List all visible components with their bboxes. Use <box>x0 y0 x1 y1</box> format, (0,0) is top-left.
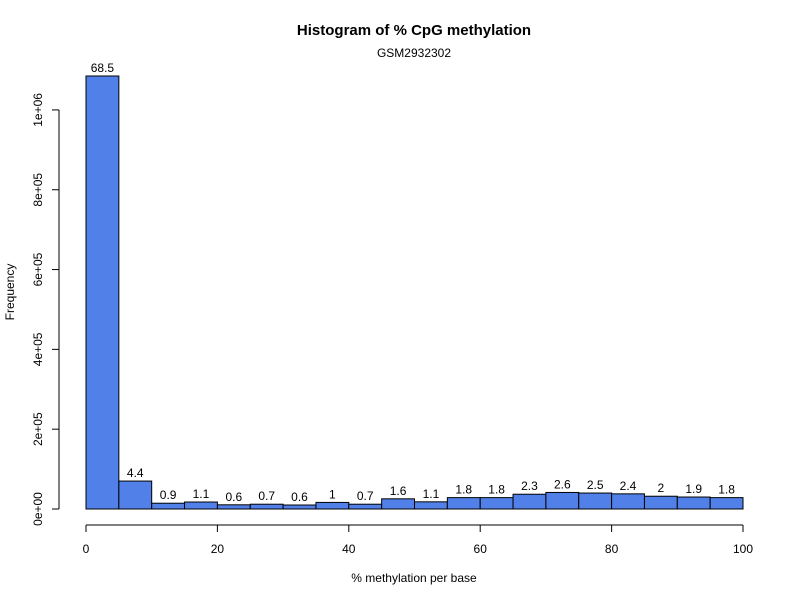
bar-percent-label: 1.1 <box>423 487 440 501</box>
bar-percent-label: 0.6 <box>225 490 242 504</box>
histogram-bar <box>643 495 678 510</box>
bar-percent-label: 4.4 <box>127 466 144 480</box>
bar-percent-label: 1.9 <box>685 482 702 496</box>
bar-percent-label: 2 <box>658 481 665 495</box>
histogram-bar <box>709 497 744 510</box>
bar-percent-label: 1.8 <box>718 483 735 497</box>
x-axis-label: % methylation per base <box>351 571 477 585</box>
y-tick-label: 1e+06 <box>31 93 45 127</box>
bar-percent-label: 0.7 <box>357 489 374 503</box>
bar-percent-label: 2.6 <box>554 477 571 491</box>
y-axis-label: Frequency <box>3 264 17 321</box>
y-tick-label: 8e+05 <box>31 173 45 207</box>
chart-title: Histogram of % CpG methylation <box>297 22 531 39</box>
x-axis: 0 20 40 60 80 100 <box>83 524 753 556</box>
bar-percent-label: 2.5 <box>587 478 604 492</box>
histogram-bar <box>315 501 350 510</box>
bar-percent-label: 1.1 <box>193 487 210 501</box>
histogram-bar <box>118 480 153 510</box>
histogram-bar <box>216 504 251 510</box>
chart-subtitle: GSM2932302 <box>377 46 451 60</box>
histogram-bar <box>512 493 547 510</box>
y-tick-label: 4e+05 <box>31 332 45 366</box>
bar-percent-label: 0.7 <box>258 489 275 503</box>
histogram-bar <box>348 503 383 510</box>
bar-percent-label: 2.3 <box>521 479 538 493</box>
bar-percent-label: 0.6 <box>291 490 308 504</box>
histogram-bar <box>611 493 645 510</box>
x-tick-label: 0 <box>83 542 90 556</box>
bar-percent-label: 1 <box>329 487 336 501</box>
histogram-bar <box>479 497 514 510</box>
histogram-bar <box>85 75 120 510</box>
histogram-bar <box>414 501 448 510</box>
x-tick-label: 80 <box>605 542 619 556</box>
histogram-bar <box>676 496 711 510</box>
y-tick-label: 0e+00 <box>31 492 45 526</box>
x-tick-label: 100 <box>733 542 753 556</box>
histogram-bar <box>578 492 613 510</box>
bar-percent-label: 1.8 <box>455 483 472 497</box>
x-tick-label: 40 <box>342 542 356 556</box>
histogram-bar <box>446 497 481 510</box>
x-tick-label: 20 <box>211 542 225 556</box>
y-tick-label: 2e+05 <box>31 412 45 446</box>
bar-percent-label: 1.6 <box>390 484 407 498</box>
bar-percent-label: 1.8 <box>488 483 505 497</box>
x-tick-label: 60 <box>474 542 488 556</box>
bar-labels-group: 68.5 4.4 0.9 1.1 0.6 0.7 0.6 1 0.7 1.6 1.1 1.8 1.8 2.… <box>91 61 736 504</box>
bar-percent-label: 2.4 <box>620 479 637 493</box>
histogram-bar <box>545 491 580 510</box>
bar-percent-label: 68.5 <box>91 61 115 75</box>
bars-group <box>85 75 744 510</box>
histogram-bar <box>249 503 284 510</box>
histogram-bar <box>282 504 317 510</box>
histogram-bar <box>184 501 218 510</box>
histogram-bar <box>151 502 186 510</box>
y-tick-label: 6e+05 <box>31 252 45 286</box>
bar-percent-label: 0.9 <box>160 488 177 502</box>
y-axis: 0e+00 2e+05 4e+05 6e+05 8e+05 1e+06 <box>31 93 60 526</box>
histogram-bar <box>381 498 415 510</box>
